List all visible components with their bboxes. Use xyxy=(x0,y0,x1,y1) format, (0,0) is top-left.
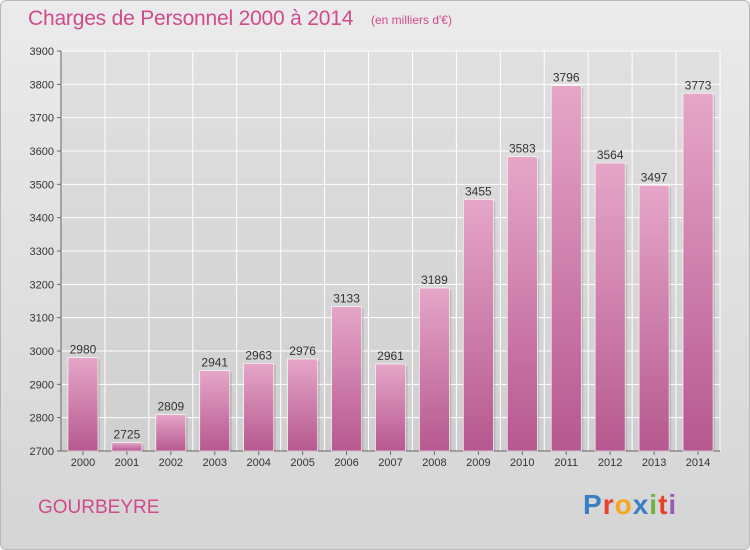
logo-letter: i xyxy=(668,489,678,520)
bar-2007 xyxy=(375,363,406,452)
data-label-2005: 2976 xyxy=(289,344,316,358)
city-name: GOURBEYRE xyxy=(38,497,160,518)
y-tick-label: 3800 xyxy=(30,79,54,91)
x-tick-label-2000: 2000 xyxy=(71,457,95,469)
bar-2004 xyxy=(243,363,274,452)
bar-2011 xyxy=(550,85,582,452)
y-tick-label: 2700 xyxy=(30,446,54,458)
x-tick-label-2002: 2002 xyxy=(159,457,183,469)
bar-2000 xyxy=(67,357,99,452)
bar-2014 xyxy=(682,93,714,452)
bar-2010 xyxy=(506,156,538,452)
bar-2008 xyxy=(419,287,450,452)
x-tick-label-2005: 2005 xyxy=(290,457,314,469)
x-tick-label-2007: 2007 xyxy=(378,457,402,469)
data-label-2000: 2980 xyxy=(70,343,97,357)
x-tick-label-2008: 2008 xyxy=(422,457,446,469)
x-tick-label-2006: 2006 xyxy=(334,457,358,469)
x-tick-label-2004: 2004 xyxy=(246,457,270,469)
data-label-2011: 3796 xyxy=(553,71,580,85)
x-tick-label-2014: 2014 xyxy=(686,457,710,469)
data-label-2009: 3455 xyxy=(465,184,492,198)
bar-2009 xyxy=(463,199,494,452)
y-tick-label: 3400 xyxy=(30,213,54,225)
data-label-2012: 3564 xyxy=(597,148,624,162)
y-tick-label: 3900 xyxy=(30,46,54,58)
bar-2003 xyxy=(199,370,231,452)
data-label-2003: 2941 xyxy=(201,356,228,370)
data-label-2013: 3497 xyxy=(641,170,668,184)
y-tick-label: 2900 xyxy=(30,379,54,391)
x-tick-label-2001: 2001 xyxy=(115,457,139,469)
y-tick-label: 2800 xyxy=(30,413,54,425)
x-tick-label-2003: 2003 xyxy=(203,457,227,469)
logo-letter: o xyxy=(614,489,633,520)
data-label-2014: 3773 xyxy=(685,78,712,92)
y-tick-label: 3300 xyxy=(30,246,54,258)
y-tick-label: 3100 xyxy=(30,313,54,325)
data-label-2010: 3583 xyxy=(509,142,536,156)
logo-letter: x xyxy=(632,489,650,520)
proxiti-logo[interactable]: Proxiti xyxy=(583,489,677,521)
bar-2001 xyxy=(111,442,143,452)
y-tick-label: 3600 xyxy=(30,146,54,158)
y-tick-label: 3200 xyxy=(30,279,54,291)
data-label-2007: 2961 xyxy=(377,349,404,363)
x-tick-label-2013: 2013 xyxy=(642,457,666,469)
data-label-2001: 2725 xyxy=(114,428,141,442)
data-labels: 2980 2725 2809 2941 2963 2976 3133 2961 3189 3455… xyxy=(70,71,712,442)
logo-letter: r xyxy=(602,489,615,520)
logo-letter: i xyxy=(649,489,659,520)
bar-2002 xyxy=(155,414,187,452)
chart-subtitle: (en milliers d'€) xyxy=(371,13,452,27)
bar-2013 xyxy=(638,185,670,452)
logo-letter: t xyxy=(658,489,669,520)
data-label-2004: 2963 xyxy=(245,348,272,362)
y-tick-label: 3700 xyxy=(30,113,54,125)
axes: 2700 2800 2900 3000 3100 3200 3300 3400 3500 3600… xyxy=(30,46,720,469)
x-tick-label-2010: 2010 xyxy=(510,457,534,469)
bars xyxy=(67,85,716,452)
logo-letter: P xyxy=(583,489,603,520)
bar-2006 xyxy=(331,306,362,452)
chart-title: Charges de Personnel 2000 à 2014 xyxy=(28,7,354,30)
x-tick-label-2011: 2011 xyxy=(554,457,578,469)
bar-2005 xyxy=(287,358,318,452)
y-tick-label: 3500 xyxy=(30,179,54,191)
data-label-2008: 3189 xyxy=(421,273,448,287)
x-tick-label-2009: 2009 xyxy=(466,457,490,469)
bar-2012 xyxy=(594,162,626,452)
data-label-2006: 3133 xyxy=(333,292,360,306)
x-tick-label-2012: 2012 xyxy=(598,457,622,469)
data-label-2002: 2809 xyxy=(157,400,184,414)
y-tick-label: 3000 xyxy=(30,346,54,358)
